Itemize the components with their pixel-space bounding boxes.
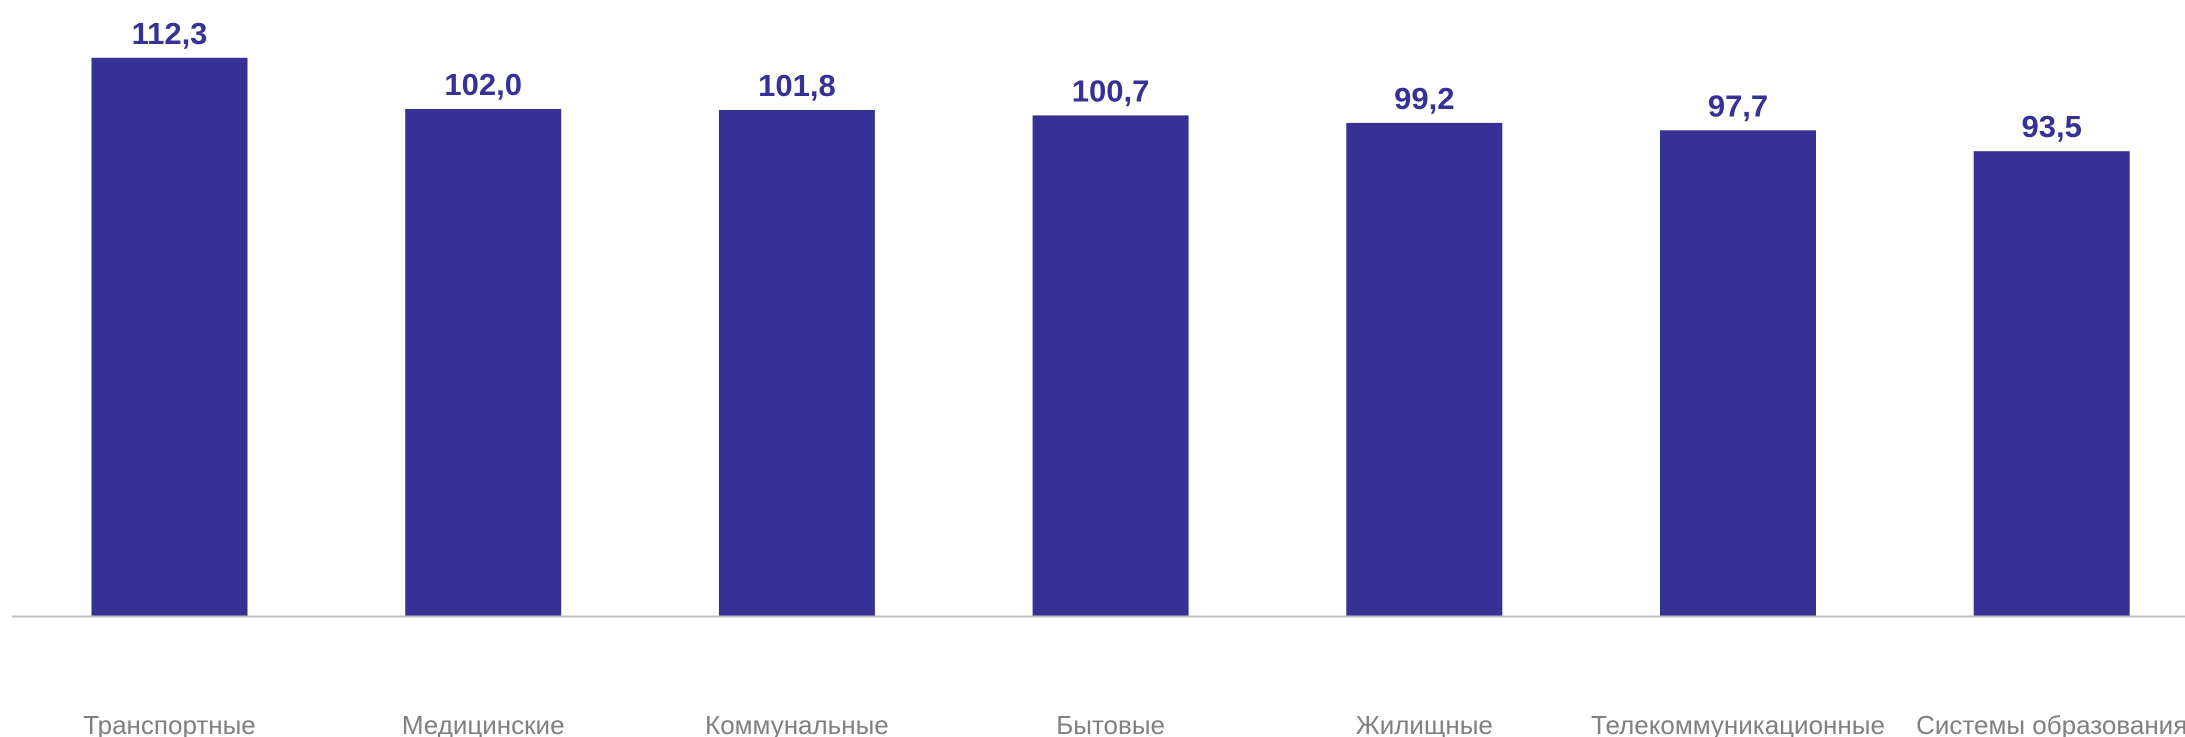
bars-group <box>91 57 2130 617</box>
bar-1 <box>91 57 248 617</box>
bar-value-label-5: 99,2 <box>1394 81 1454 116</box>
category-label-6: Телекоммуникационные <box>1591 710 1885 737</box>
bar-value-label-3: 101,8 <box>758 68 836 103</box>
bar-4 <box>1032 115 1189 617</box>
category-label-1: Транспортные <box>83 710 256 737</box>
bar-7 <box>1973 151 2130 616</box>
bar-value-label-4: 100,7 <box>1072 73 1150 108</box>
bar-value-label-7: 93,5 <box>2022 109 2082 144</box>
category-labels-group: Транспортные Медицинские Коммунальные Бытов… <box>83 710 2185 737</box>
category-label-5: Жилищные <box>1356 710 1493 737</box>
category-label-3: Коммунальные <box>705 710 889 737</box>
category-label-4: Бытовые <box>1056 710 1165 737</box>
bar-2 <box>405 109 562 616</box>
bar-value-label-2: 102,0 <box>444 67 522 102</box>
category-label-2: Медицинские <box>402 710 565 737</box>
value-labels-group: 112,3 102,0 101,8 100,7 99,2 97,7 93,5 <box>132 16 2082 144</box>
bar-value-label-6: 97,7 <box>1708 88 1768 123</box>
bar-value-label-1: 112,3 <box>132 16 208 51</box>
bar-5 <box>1346 122 1503 617</box>
category-label-7: Системы образования <box>1916 710 2185 737</box>
bar-3 <box>718 110 875 616</box>
bar-6 <box>1660 130 1816 617</box>
